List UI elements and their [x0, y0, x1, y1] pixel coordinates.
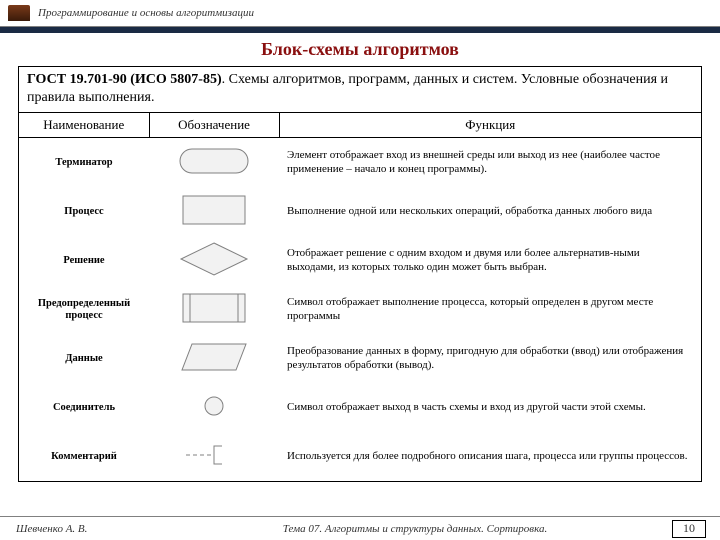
row-symbol: [149, 236, 279, 285]
row-function: Выполнение одной или нескольких операций…: [279, 187, 701, 236]
row-symbol: [149, 383, 279, 432]
gost-description: ГОСТ 19.701-90 (ИСО 5807-85). Схемы алго…: [19, 67, 701, 113]
predefined-process-icon: [182, 293, 246, 326]
row-function: Элемент отображает вход из внешней среды…: [279, 138, 701, 187]
row-function: Отображает решение с одним входом и двум…: [279, 236, 701, 285]
table-row: Соединитель Символ отображает выход в ча…: [19, 383, 701, 432]
connector-icon: [202, 394, 226, 421]
row-symbol: [149, 138, 279, 187]
row-name: Соединитель: [19, 383, 149, 432]
footer-author: Шевченко А. В.: [0, 523, 180, 535]
table-row: Данные Преобразование данных в форму, пр…: [19, 334, 701, 383]
table-header: Наименование Обозначение Функция: [19, 113, 701, 138]
terminator-icon: [179, 148, 249, 177]
row-name: Комментарий: [19, 432, 149, 481]
footer-theme: Тема 07. Алгоритмы и структуры данных. С…: [180, 523, 650, 535]
row-function: Преобразование данных в форму, пригодную…: [279, 334, 701, 383]
top-bar: Программирование и основы алгоритмизации: [0, 0, 720, 26]
row-symbol: [149, 187, 279, 236]
col-function: Функция: [279, 113, 701, 138]
row-symbol: [149, 432, 279, 481]
page-title: Блок-схемы алгоритмов: [0, 33, 720, 66]
row-symbol: [149, 334, 279, 383]
col-symbol: Обозначение: [149, 113, 279, 138]
data-icon: [180, 342, 248, 375]
footer: Шевченко А. В. Тема 07. Алгоритмы и стру…: [0, 516, 720, 540]
comment-icon: [184, 443, 244, 470]
row-name: Терминатор: [19, 138, 149, 187]
logo-icon: [8, 5, 30, 21]
table-row: Терминатор Элемент отображает вход из вн…: [19, 138, 701, 187]
decision-icon: [179, 241, 249, 280]
page-number: 10: [672, 520, 706, 538]
content-frame: ГОСТ 19.701-90 (ИСО 5807-85). Схемы алго…: [18, 66, 702, 482]
gost-code: ГОСТ 19.701-90 (ИСО 5807-85): [27, 72, 222, 87]
table-row: Решение Отображает решение с одним входо…: [19, 236, 701, 285]
row-function: Символ отображает выход в часть схемы и …: [279, 383, 701, 432]
row-function: Символ отображает выполнение процесса, к…: [279, 285, 701, 334]
row-function: Используется для более подробного описан…: [279, 432, 701, 481]
table-row: Процесс Выполнение одной или нескольких …: [19, 187, 701, 236]
table-row: Предопределенный процесс Символ отобража…: [19, 285, 701, 334]
footer-page-wrap: 10: [650, 520, 720, 538]
row-name: Данные: [19, 334, 149, 383]
table-row: Комментарий Используется для более подро…: [19, 432, 701, 481]
table-body: Терминатор Элемент отображает вход из вн…: [19, 138, 701, 481]
process-icon: [182, 195, 246, 228]
row-symbol: [149, 285, 279, 334]
row-name: Предопределенный процесс: [19, 285, 149, 334]
col-name: Наименование: [19, 113, 149, 138]
row-name: Решение: [19, 236, 149, 285]
course-title: Программирование и основы алгоритмизации: [38, 7, 254, 19]
row-name: Процесс: [19, 187, 149, 236]
